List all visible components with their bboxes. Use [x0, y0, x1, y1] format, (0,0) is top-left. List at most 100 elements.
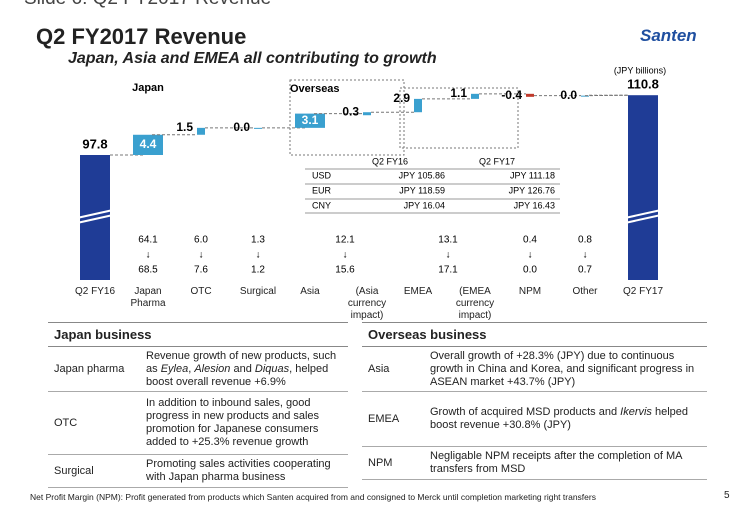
value-label: 0.3 [342, 104, 359, 118]
step-bar [197, 127, 205, 135]
step-bar [581, 95, 589, 97]
row-desc: Revenue growth of new products, such as … [140, 348, 348, 391]
row-desc: Overall growth of +28.3% (JPY) due to co… [424, 348, 707, 391]
currency-code: CNY [312, 200, 331, 210]
logo: Santen [640, 26, 697, 45]
step-bar [414, 98, 422, 113]
desc-text: Eylea [160, 362, 189, 375]
row-desc: Growth of acquired MSD products and Iker… [424, 404, 707, 434]
step-bar [254, 127, 262, 129]
breakdown-arrow: ↓ [146, 250, 151, 261]
value-label: 3.1 [302, 113, 319, 127]
desc-text: Diquas [254, 362, 290, 375]
breakdown-arrow: ↓ [528, 250, 533, 261]
value-label: 4.4 [140, 137, 157, 151]
currency-header: Q2 FY17 [479, 156, 515, 166]
subtitle: Japan, Asia and EMEA all contributing to… [68, 50, 437, 67]
row-label: OTC [54, 416, 78, 429]
category-label: Japan Pharma [130, 286, 166, 309]
breakdown-arrow: ↓ [583, 250, 588, 261]
business-row: Surgical Promoting sales activities coope… [48, 455, 348, 488]
breakdown-to: 68.5 [138, 265, 158, 276]
desc-text: Promoting sales activities cooperating w… [146, 458, 331, 483]
axis-break [76, 214, 114, 224]
breakdown-from: 13.1 [438, 235, 458, 246]
breakdown-from: 6.0 [194, 235, 208, 246]
category-label: OTC [190, 286, 212, 297]
annotation: Japan [132, 82, 164, 94]
desc-text: Growth of acquired MSD products and [430, 406, 621, 418]
category-label: Q2 FY16 [74, 286, 116, 297]
step-bar [295, 113, 325, 128]
row-label: Asia [368, 362, 390, 375]
value-label: 2.9 [393, 91, 410, 105]
desc-text: In addition to inbound sales, good progr… [146, 397, 320, 448]
currency-code: USD [312, 170, 332, 180]
value-label: 0.0 [233, 120, 250, 134]
unit-label: (JPY billions) [614, 65, 666, 75]
value-label: 1.1 [450, 86, 467, 100]
business-table: Japan business Japan pharma Revenue growth… [48, 322, 348, 488]
row-desc: Promoting sales activities cooperating w… [140, 456, 348, 486]
desc-text: Revenue growth of new products, such as [146, 349, 337, 375]
category-label: (Asia currency impact) [347, 286, 387, 321]
row-label: NPM [368, 456, 393, 469]
desc-text: Ikervis [620, 406, 652, 418]
section-title: Overseas business [362, 322, 707, 347]
axis-break [624, 209, 662, 219]
annotation: Overseas [290, 83, 340, 95]
breakdown-from: 0.4 [523, 235, 537, 246]
value-label: 97.8 [82, 136, 107, 151]
currency-rate: JPY 118.59 [399, 185, 445, 195]
step-bar [526, 93, 534, 97]
step-bar [471, 93, 479, 99]
business-row: OTC In addition to inbound sales, good pr… [48, 392, 348, 455]
breakdown-from: 12.1 [335, 235, 355, 246]
step-bar [363, 112, 371, 116]
step-bar [133, 134, 163, 155]
category-label: NPM [518, 286, 542, 297]
desc-text: Negligable NPM receipts after the comple… [430, 450, 682, 475]
value-label: 110.8 [627, 77, 659, 92]
currency-rate: JPY 105.86 [399, 170, 445, 180]
business-row: Japan pharma Revenue growth of new produc… [48, 347, 348, 392]
total-bar [628, 95, 658, 280]
currency-header: Q2 FY16 [372, 156, 408, 166]
breakdown-from: 1.3 [251, 235, 265, 246]
breakdown-from: 0.8 [578, 235, 592, 246]
category-label: EMEA [403, 286, 433, 297]
desc-text: , [188, 362, 195, 375]
business-table: Overseas business Asia Overall growth of +… [362, 322, 707, 480]
currency-rate: JPY 16.04 [404, 200, 445, 210]
breakdown-arrow: ↓ [256, 250, 261, 261]
value-label: -0.4 [501, 88, 522, 102]
breakdown-arrow: ↓ [446, 250, 451, 261]
section-title: Japan business [48, 322, 348, 347]
currency-code: EUR [312, 185, 332, 195]
business-row: EMEA Growth of acquired MSD products and … [362, 392, 707, 447]
row-label: EMEA [368, 412, 400, 425]
waterfall-chart: 97.8 4.4 1.5 0.0 3.1 0.3 2.9 1.1 -0.4 0.0 110.8 (JP… [76, 65, 667, 280]
breakdown-to: 0.7 [578, 265, 592, 276]
emea-box [399, 87, 519, 149]
currency-rate: JPY 16.43 [514, 200, 555, 210]
breakdown-to: 0.0 [523, 265, 537, 276]
title: Q2 FY2017 Revenue [36, 24, 247, 49]
value-label: 1.5 [176, 120, 193, 134]
overseas-box [289, 79, 405, 156]
row-desc: Negligable NPM receipts after the comple… [424, 448, 707, 478]
axis-break [76, 209, 114, 219]
row-desc: In addition to inbound sales, good progr… [140, 395, 348, 451]
breakdown-to: 7.6 [194, 265, 208, 276]
category-label: Q2 FY17 [622, 286, 664, 297]
breakdown-arrow: ↓ [343, 250, 348, 261]
business-row: Asia Overall growth of +28.3% (JPY) due t… [362, 347, 707, 392]
row-label: Japan pharma [54, 362, 125, 375]
row-label: Surgical [54, 464, 94, 477]
desc-text: Alesion [194, 362, 231, 375]
category-label: Other [572, 286, 598, 297]
category-label: Surgical [239, 286, 277, 297]
axis-break [624, 214, 662, 224]
value-label: 0.0 [560, 88, 577, 102]
